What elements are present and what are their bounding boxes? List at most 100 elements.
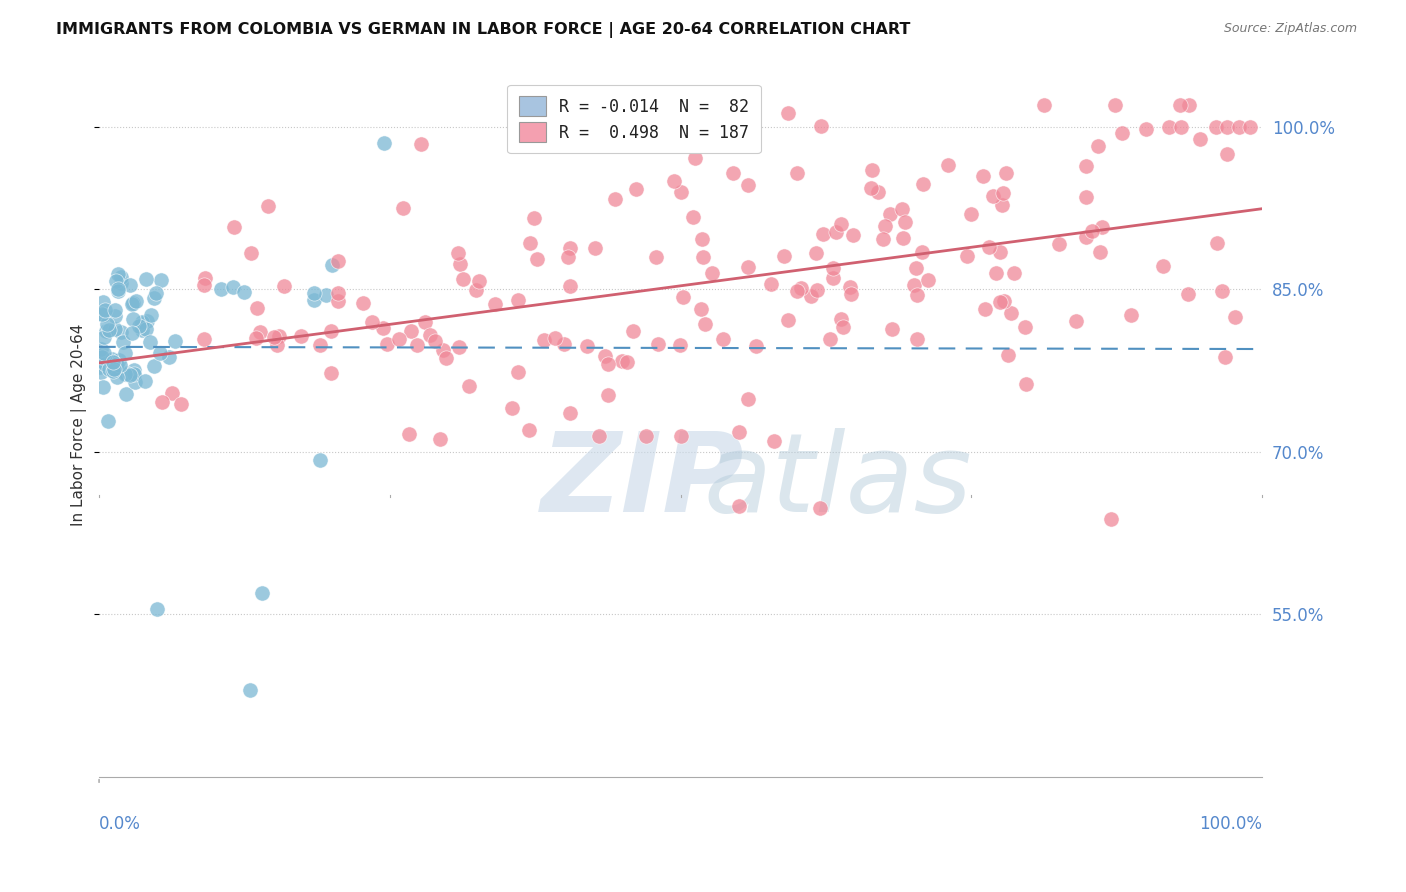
Point (842, 227, 865, 242)
Point (1216, 147, 1239, 161)
Point (891, 231, 914, 245)
Point (143, 359, 166, 374)
Point (419, 328, 441, 343)
Point (737, 392, 759, 406)
Point (823, 271, 845, 285)
Point (309, 338, 332, 352)
Point (121, 326, 143, 340)
Text: ZIP: ZIP (541, 427, 745, 534)
Point (406, 338, 429, 352)
Point (138, 334, 160, 349)
Point (114, 367, 136, 381)
Point (104, 303, 127, 318)
Point (683, 151, 706, 165)
Point (517, 423, 540, 437)
Text: IMMIGRANTS FROM COLOMBIA VS GERMAN IN LABOR FORCE | AGE 20-64 CORRELATION CHART: IMMIGRANTS FROM COLOMBIA VS GERMAN IN LA… (56, 22, 911, 38)
Point (1032, 98, 1054, 112)
Point (434, 351, 457, 366)
Point (1225, 310, 1247, 325)
Point (745, 339, 768, 353)
Point (645, 250, 668, 264)
Point (1111, 126, 1133, 140)
Point (103, 355, 125, 369)
Point (737, 178, 759, 193)
Point (1178, 98, 1201, 112)
Point (762, 434, 785, 448)
Point (682, 210, 704, 224)
Point (484, 297, 506, 311)
Point (392, 202, 415, 216)
Point (830, 217, 852, 231)
Point (163, 334, 186, 348)
Point (449, 257, 471, 271)
Point (91, 350, 114, 364)
Point (523, 211, 546, 225)
Point (447, 246, 470, 260)
Point (588, 428, 610, 442)
Point (373, 321, 395, 335)
Point (122, 362, 145, 376)
Point (131, 322, 153, 336)
Point (1104, 98, 1126, 112)
Point (903, 277, 925, 292)
Point (139, 309, 162, 323)
Point (706, 115, 728, 129)
Point (458, 378, 481, 392)
Point (1152, 260, 1174, 274)
Point (621, 324, 644, 338)
Point (91, 308, 114, 322)
Point (257, 199, 280, 213)
Point (560, 279, 582, 293)
Point (101, 352, 124, 367)
Point (1206, 235, 1229, 250)
Point (603, 193, 626, 207)
Point (1121, 308, 1143, 322)
Point (134, 374, 156, 388)
Point (150, 395, 173, 409)
Point (121, 296, 143, 310)
Point (616, 354, 638, 368)
Point (773, 249, 796, 263)
Point (1215, 350, 1237, 364)
Point (905, 288, 928, 302)
Point (107, 282, 129, 296)
Point (96, 324, 118, 338)
Point (118, 278, 141, 293)
Point (917, 273, 939, 287)
Point (891, 202, 914, 216)
Point (1081, 224, 1104, 238)
Point (558, 407, 581, 421)
Point (995, 165, 1018, 179)
Point (107, 352, 129, 367)
Point (1074, 160, 1097, 174)
Point (146, 602, 169, 616)
Point (136, 314, 159, 328)
Point (1074, 230, 1097, 244)
Point (711, 332, 734, 346)
Point (506, 365, 529, 379)
Point (806, 246, 828, 260)
Point (825, 225, 848, 239)
Point (464, 284, 486, 298)
Point (290, 328, 312, 343)
Point (194, 271, 217, 285)
Point (157, 351, 180, 365)
Point (373, 136, 395, 151)
Point (302, 286, 325, 301)
Point (409, 136, 432, 151)
Point (97, 361, 120, 376)
Point (596, 357, 619, 371)
Point (759, 277, 782, 291)
Point (103, 364, 125, 378)
Point (150, 273, 173, 287)
Point (786, 165, 808, 179)
Point (94, 302, 117, 317)
Point (553, 337, 575, 351)
Point (273, 279, 295, 293)
Point (240, 246, 263, 260)
Point (1170, 120, 1192, 134)
Point (626, 182, 648, 196)
Point (811, 227, 834, 241)
Point (245, 331, 267, 345)
Point (988, 244, 1011, 259)
